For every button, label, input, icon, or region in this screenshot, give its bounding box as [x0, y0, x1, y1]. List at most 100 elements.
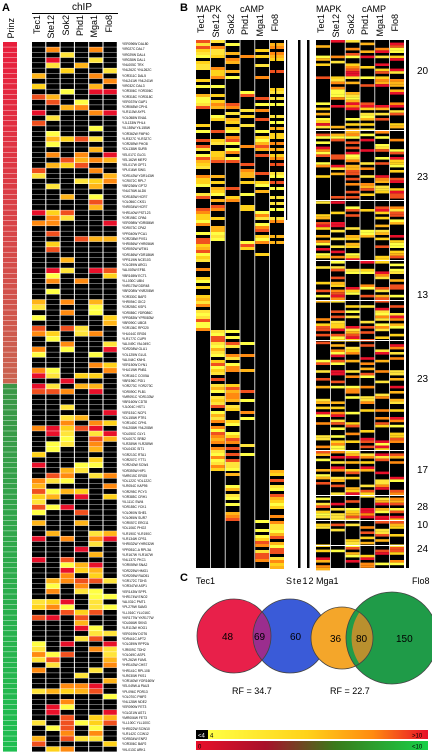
panel-b-cell — [270, 506, 284, 509]
chip-cell — [32, 226, 46, 231]
panel-b2-cell — [390, 151, 404, 155]
prinz-cell — [3, 604, 17, 610]
chip-cell — [89, 94, 103, 100]
panel-b2-cell — [345, 47, 360, 51]
chip-cell — [46, 294, 60, 300]
chip-cell — [103, 241, 117, 247]
chip-cell — [89, 615, 103, 621]
chip-cell — [46, 683, 60, 689]
chip-cell — [103, 567, 117, 573]
chip-cell — [89, 499, 103, 505]
prinz-cell — [3, 52, 17, 58]
venn-left-only-b: 60 — [290, 632, 302, 643]
chip-cell — [89, 436, 103, 442]
panel-b-cell — [210, 450, 225, 453]
panel-b2-cell — [375, 216, 390, 220]
panel-b-cell — [210, 226, 225, 229]
chip-cell — [32, 431, 46, 437]
panel-b2-cell — [316, 118, 330, 121]
chip-cell — [103, 499, 117, 505]
chip-cell — [60, 431, 74, 437]
panel-b2-cell — [360, 105, 375, 108]
panel-b2-cell — [390, 409, 404, 412]
chip-cell — [103, 462, 117, 468]
prinz-cell — [3, 415, 17, 421]
cluster-number: 20 — [417, 66, 429, 77]
panel-b2-cell — [330, 125, 345, 129]
chip-cell — [103, 94, 117, 100]
cluster-number: 10 — [417, 520, 429, 531]
panel-b-cell — [210, 103, 225, 106]
chip-cell — [103, 168, 117, 174]
panel-b2-cell — [316, 526, 330, 529]
chip-cell — [103, 557, 117, 563]
chip-cell — [60, 625, 74, 631]
chip-cell — [74, 436, 89, 442]
panel-b2-cell — [316, 227, 330, 230]
chip-cell — [103, 89, 117, 95]
panel-b2-cell — [330, 354, 345, 358]
chip-cell — [60, 525, 74, 531]
panel-b2-cell — [390, 385, 404, 389]
chip-cell — [32, 131, 46, 137]
panel-b2-cell — [360, 484, 375, 488]
panel-b2-cell — [330, 261, 345, 264]
scale-mid: 4 — [210, 734, 214, 740]
prinz-cell — [3, 678, 17, 684]
chip-cell — [32, 730, 46, 736]
panel-b2-cell — [316, 281, 330, 285]
prinz-cell — [3, 241, 17, 247]
panel-b2-cell — [316, 240, 330, 243]
panel-b-cell — [196, 124, 210, 127]
panel-b2-cell — [375, 79, 390, 82]
panel-b-cell — [270, 473, 284, 476]
panel-b2-cell — [375, 185, 390, 189]
panel-b-cell — [210, 232, 225, 235]
chip-cell — [89, 573, 103, 579]
panel-b2-cell — [345, 227, 360, 230]
prinz-cell — [3, 257, 17, 263]
chip-cell — [89, 194, 103, 200]
cluster-separator — [316, 545, 406, 546]
prinz-cell — [3, 483, 17, 489]
chip-cell — [89, 452, 103, 458]
panel-b2-cell — [330, 326, 345, 329]
chip-cell — [89, 662, 103, 668]
panel-b-cell — [210, 366, 225, 369]
panel-b2-cell — [375, 55, 390, 59]
panel-b2-cell — [375, 539, 390, 542]
chip-cell — [60, 383, 74, 389]
chip-cell — [60, 336, 74, 342]
chip-cell — [103, 494, 117, 500]
prinz-cell — [3, 247, 17, 252]
panel-b2-cell — [390, 515, 404, 519]
chip-cell — [89, 278, 103, 284]
prinz-cell — [3, 552, 17, 558]
chip-cell — [32, 694, 46, 700]
panel-b2-cell — [390, 523, 404, 527]
chip-cell — [46, 141, 60, 147]
chip-cell — [32, 162, 46, 168]
prinz-cell — [3, 42, 17, 47]
chip-cell — [60, 673, 74, 678]
prinz-cell — [3, 152, 17, 158]
chip-cell — [60, 599, 74, 605]
panel-b2-cell — [345, 268, 360, 272]
panel-b2-cell — [375, 479, 390, 482]
chip-cell — [89, 468, 103, 473]
panel-b-cell — [270, 172, 284, 175]
panel-b-cell — [255, 190, 270, 193]
panel-b-cell — [196, 220, 210, 223]
panel-b2-cell — [375, 118, 390, 121]
chip-cell — [89, 241, 103, 247]
chip-cell — [74, 383, 89, 389]
chip-cell — [103, 215, 117, 221]
panel-b2-cell — [316, 401, 330, 404]
panel-b2-cell — [316, 164, 330, 168]
prinz-cell — [3, 347, 17, 352]
panel-b-cell — [196, 217, 210, 220]
chip-cell — [60, 326, 74, 331]
chip-cell — [46, 436, 60, 442]
panel-b2-cell — [390, 318, 404, 321]
chip-cell — [46, 226, 60, 231]
